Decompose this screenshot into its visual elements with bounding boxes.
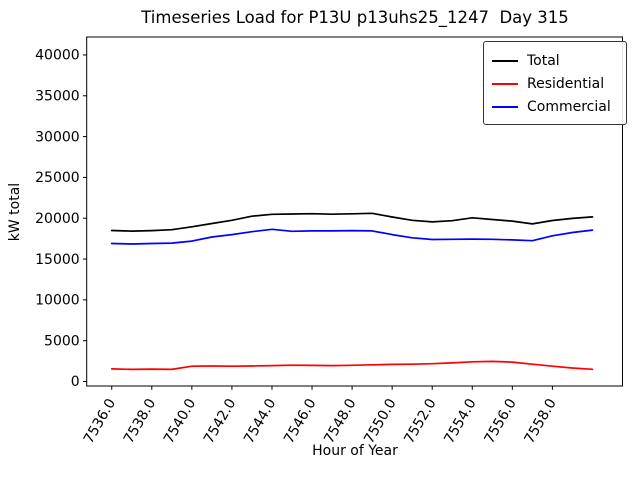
axes-frame <box>86 36 623 387</box>
x-tick-label: 7542.0 <box>201 396 239 446</box>
x-tick-label: 7558.0 <box>522 396 560 446</box>
series-line-residential <box>110 360 594 371</box>
y-tick-label: 30000 <box>35 129 80 145</box>
x-tick-label: 7538.0 <box>121 396 159 446</box>
x-tick-label: 7552.0 <box>401 396 439 446</box>
x-tick-label: 7554.0 <box>441 396 479 446</box>
y-tick-label: 15000 <box>35 252 80 268</box>
chart-title: Timeseries Load for P13U p13uhs25_1247 D… <box>141 8 569 27</box>
y-tick-label: 20000 <box>35 211 80 227</box>
legend: Total Residential Commercial <box>483 41 627 125</box>
x-tick-label: 7546.0 <box>281 396 319 446</box>
y-tick-label: 40000 <box>35 48 80 64</box>
legend-line-sample-commercial <box>492 105 518 108</box>
y-tick-label: 5000 <box>44 333 80 349</box>
x-tick-label: 7548.0 <box>321 396 359 446</box>
x-tick-label: 7536.0 <box>81 396 119 446</box>
legend-label: Total <box>527 52 560 69</box>
y-axis-label: kW total <box>7 182 23 242</box>
legend-line-sample-residential <box>492 82 518 85</box>
y-tick-label: 25000 <box>35 170 80 186</box>
series-line-total <box>110 212 594 232</box>
x-tick-label: 7556.0 <box>481 396 519 446</box>
x-tick-label: 7544.0 <box>241 396 279 446</box>
x-tick-label: 7550.0 <box>361 396 399 446</box>
series-line-commercial <box>110 228 594 245</box>
legend-label: Commercial <box>527 98 611 115</box>
legend-entry-residential: Residential <box>490 72 618 95</box>
legend-entry-commercial: Commercial <box>490 95 618 118</box>
y-tick-label: 10000 <box>35 293 80 309</box>
legend-line-sample-total <box>492 59 518 62</box>
legend-label: Residential <box>527 75 605 92</box>
x-tick-label: 7540.0 <box>161 396 199 446</box>
legend-entry-total: Total <box>490 49 618 72</box>
y-tick-label: 0 <box>71 374 80 390</box>
x-axis-label: Hour of Year <box>312 443 398 459</box>
y-tick-label: 35000 <box>35 88 80 104</box>
